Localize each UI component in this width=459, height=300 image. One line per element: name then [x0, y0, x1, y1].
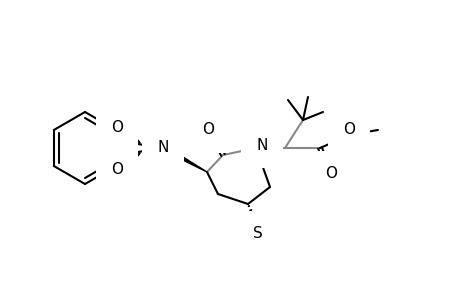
Text: O: O: [325, 167, 336, 182]
Text: O: O: [111, 161, 123, 176]
Text: O: O: [111, 119, 123, 134]
Polygon shape: [162, 146, 207, 172]
Text: O: O: [202, 122, 213, 137]
Text: N: N: [256, 137, 267, 152]
Text: S: S: [252, 226, 262, 242]
Text: N: N: [157, 140, 168, 155]
Text: O: O: [342, 122, 354, 137]
